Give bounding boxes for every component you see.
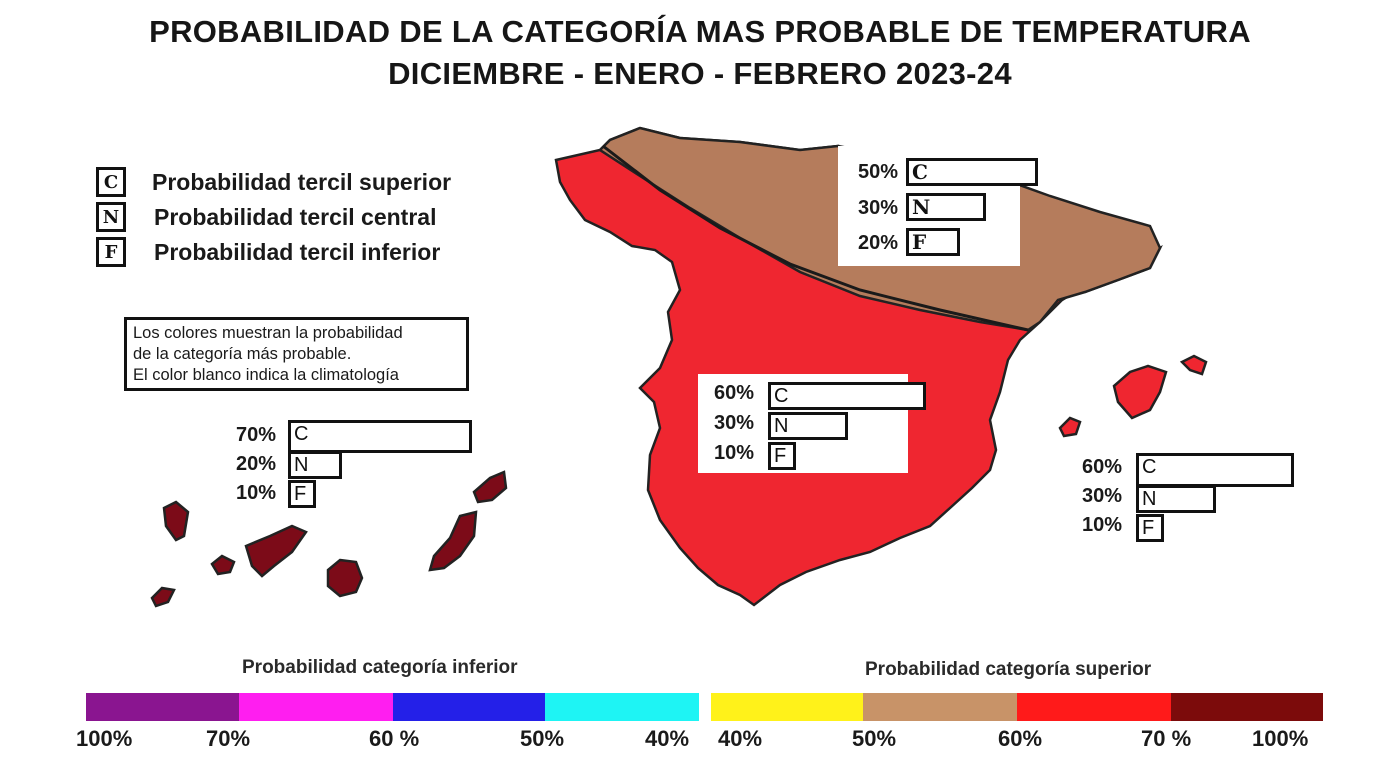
prob-value-n: 30% bbox=[1081, 485, 1122, 507]
scale-swatch-superior-50-60 bbox=[863, 693, 1017, 721]
ibiza-island bbox=[1058, 416, 1082, 438]
prob-bar-c: C bbox=[906, 158, 1038, 186]
scale-tick-label: 100% bbox=[76, 726, 133, 751]
note-line: Los colores muestran la probabilidad bbox=[133, 324, 403, 342]
scale-swatch-inferior-70-60 bbox=[239, 693, 393, 721]
tenerife-island bbox=[244, 524, 308, 578]
prob-value-f: 10% bbox=[1081, 514, 1122, 536]
prob-value-f: 10% bbox=[235, 482, 276, 504]
prob-value-c: 50% bbox=[857, 161, 898, 183]
gran-canaria-island bbox=[326, 558, 364, 598]
map-title: PROBABILIDAD DE LA CATEGORÍA MAS PROBABL… bbox=[149, 14, 1251, 49]
scale-tick-label: 50% bbox=[852, 726, 897, 751]
fuerteventura-island bbox=[428, 510, 478, 572]
scale-tick-label: 40% bbox=[645, 726, 690, 751]
scale-tick-label: 100% bbox=[1252, 726, 1309, 751]
legend-letter-box: F bbox=[96, 237, 126, 267]
prob-bar-c: C bbox=[288, 420, 472, 453]
prob-value-c: 60% bbox=[1081, 456, 1122, 478]
la-gomera-island bbox=[210, 554, 236, 576]
scale-title-inferior: Probabilidad categoría inferior bbox=[242, 657, 518, 678]
map-subtitle: DICIEMBRE - ENERO - FEBRERO 2023-24 bbox=[388, 56, 1012, 91]
menorca-island bbox=[1179, 354, 1208, 376]
scale-tick-label: 60 % bbox=[369, 726, 420, 751]
scale-swatch-inferior-50-40 bbox=[545, 693, 699, 721]
legend-letter-box: N bbox=[96, 202, 126, 232]
scale-swatch-superior-60-70 bbox=[1017, 693, 1171, 721]
scale-tick-label: 50% bbox=[520, 726, 565, 751]
legend-item-inferior: F Probabilidad tercil inferior bbox=[96, 236, 440, 268]
scale-tick-label: 70% bbox=[206, 726, 251, 751]
scale-swatch-inferior-100-70 bbox=[86, 693, 239, 721]
category-boundary-line bbox=[602, 144, 1029, 332]
prob-bar-n: N bbox=[1136, 485, 1216, 513]
peninsula-prob-panel: 60% C 30% N 10% F bbox=[698, 374, 926, 473]
note-line: El color blanco indica la climatología bbox=[133, 366, 399, 384]
prob-bar-f: F bbox=[906, 228, 960, 256]
prob-value-f: 20% bbox=[857, 232, 898, 254]
mallorca-island bbox=[1112, 364, 1168, 420]
prob-value-c: 60% bbox=[713, 382, 754, 404]
prob-bar-c: C bbox=[1136, 453, 1294, 487]
legend-label: Probabilidad tercil central bbox=[154, 203, 437, 230]
prob-bar-c: C bbox=[768, 382, 926, 410]
lanzarote-island bbox=[472, 470, 508, 504]
scale-swatch-superior-70-100 bbox=[1171, 693, 1323, 721]
prob-value-n: 30% bbox=[857, 197, 898, 219]
legend-item-superior: C Probabilidad tercil superior bbox=[96, 166, 451, 198]
scale-tick-label: 70 % bbox=[1141, 726, 1192, 751]
scale-swatch-superior-40-50 bbox=[711, 693, 863, 721]
prob-value-f: 10% bbox=[713, 442, 754, 464]
legend-item-central: N Probabilidad tercil central bbox=[96, 201, 436, 233]
scale-swatch-inferior-60-50 bbox=[393, 693, 545, 721]
prob-bar-n: N bbox=[288, 451, 342, 479]
prob-bar-n: N bbox=[906, 193, 986, 221]
prob-bar-f: F bbox=[768, 442, 796, 470]
scale-tick-label: 60% bbox=[998, 726, 1043, 751]
legend-letter-box: C bbox=[96, 167, 126, 197]
scale-title-superior: Probabilidad categoría superior bbox=[865, 659, 1152, 680]
prob-bar-f: F bbox=[1136, 514, 1164, 542]
prob-bar-f: F bbox=[288, 480, 316, 508]
prob-value-n: 20% bbox=[235, 453, 276, 475]
legend-label: Probabilidad tercil superior bbox=[152, 168, 452, 195]
note-line: de la categoría más probable. bbox=[133, 345, 352, 363]
prob-bar-n: N bbox=[768, 412, 848, 440]
prob-value-n: 30% bbox=[713, 412, 754, 434]
el-hierro-island bbox=[150, 586, 176, 608]
la-palma-island bbox=[162, 500, 190, 542]
legend-label: Probabilidad tercil inferior bbox=[154, 238, 441, 265]
color-note-box: Los colores muestran la probabilidad de … bbox=[124, 317, 469, 391]
prob-value-c: 70% bbox=[235, 424, 276, 446]
scale-tick-label: 40% bbox=[718, 726, 763, 751]
